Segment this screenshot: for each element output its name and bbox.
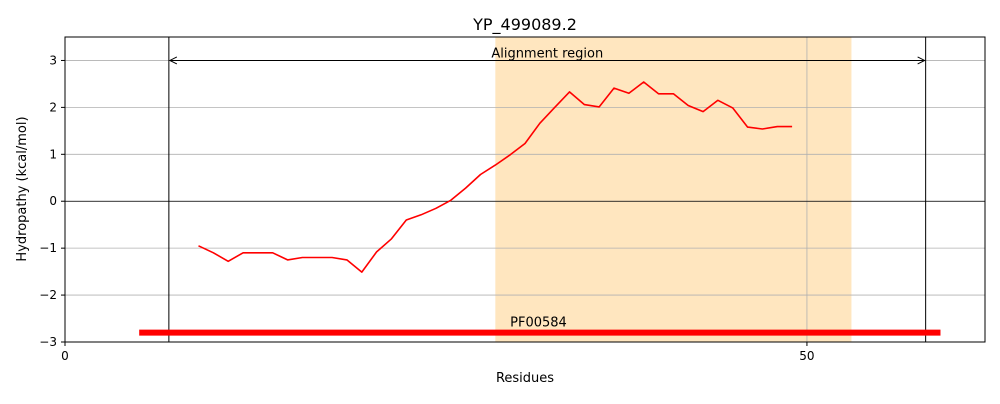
y-tick-label: −2	[39, 288, 57, 302]
y-tick-label: 0	[49, 194, 57, 208]
alignment-arrow-head-left	[168, 56, 178, 65]
y-axis-ticks: −3 −2 −1 0 1 2 3	[39, 53, 65, 349]
y-tick-label: −3	[39, 335, 57, 349]
x-axis-ticks: 0 50	[61, 342, 815, 363]
y-tick-label: −1	[39, 241, 57, 255]
alignment-arrow-head-right	[917, 56, 926, 65]
y-axis-label: Hydropathy (kcal/mol)	[15, 116, 30, 261]
highlight-layer	[495, 37, 852, 342]
alignment-arrow-layer: Alignment region	[168, 46, 926, 65]
domain-label: PF00584	[510, 316, 567, 331]
x-tick-label: 0	[61, 349, 69, 363]
hydropathy-series-line	[198, 81, 793, 273]
alignment-boundary-lines	[168, 37, 927, 342]
y-tick-label: 3	[49, 53, 57, 67]
x-axis-label: Residues	[496, 371, 554, 386]
y-tick-label: 2	[49, 100, 57, 114]
highlight-region	[495, 37, 852, 342]
domain-layer: PF00584	[139, 316, 941, 336]
series-layer	[198, 81, 793, 273]
x-tick-label: 50	[799, 349, 814, 363]
chart-title: YP_499089.2	[472, 15, 577, 35]
plot-frame	[64, 36, 986, 343]
y-tick-label: 1	[49, 147, 57, 161]
alignment-region-label: Alignment region	[491, 46, 603, 61]
